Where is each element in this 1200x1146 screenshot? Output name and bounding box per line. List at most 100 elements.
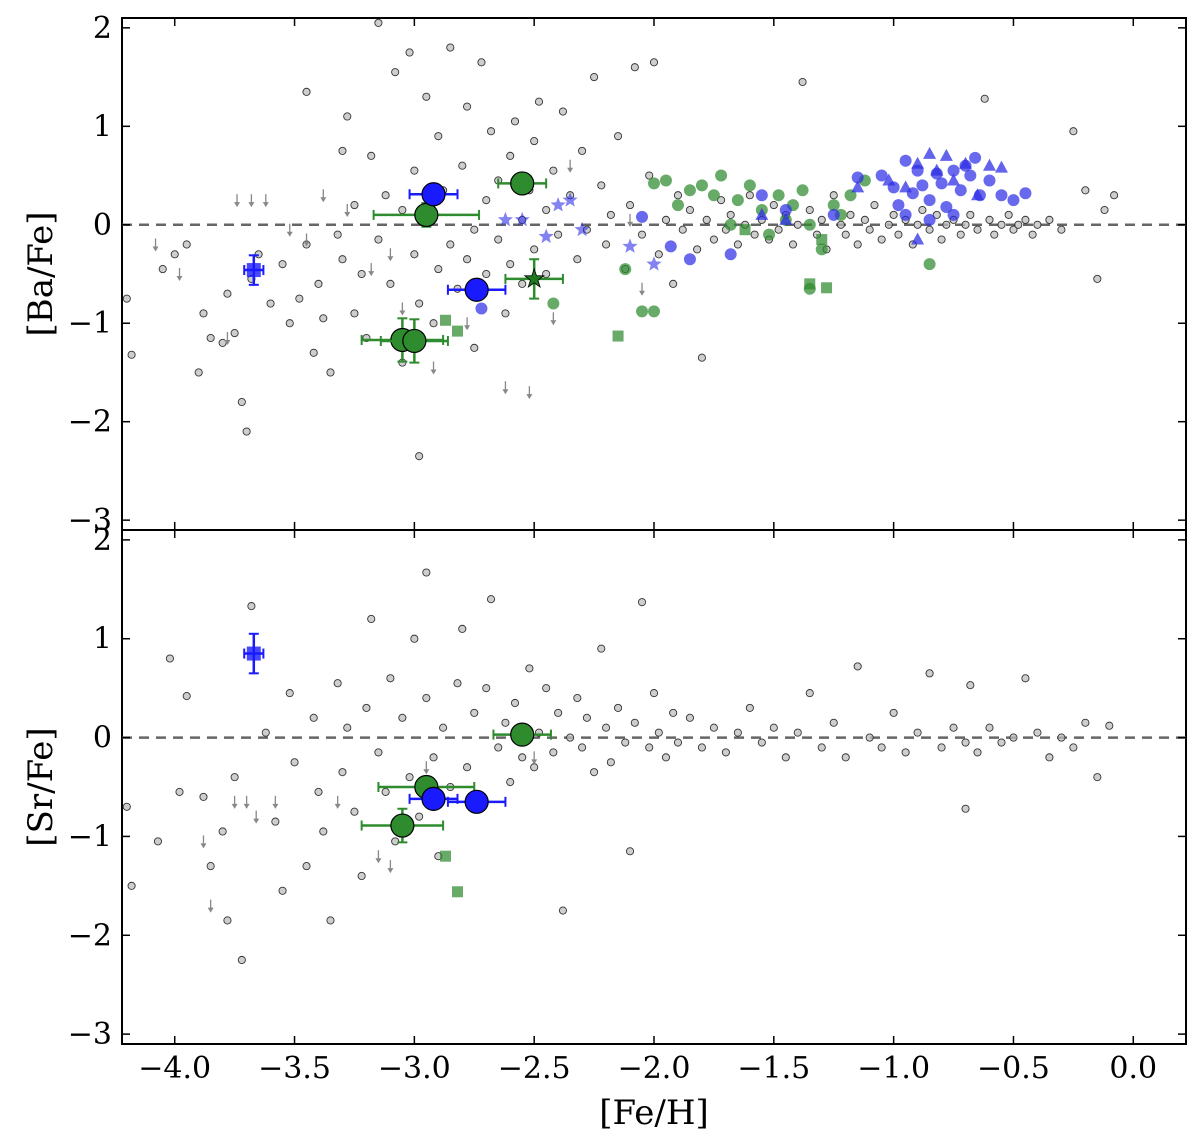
star-point-comparison	[302, 862, 311, 871]
star-point-comparison	[266, 299, 275, 308]
star-point-comparison	[582, 713, 591, 722]
upper-limit-arrow	[176, 268, 183, 281]
star-point-comparison	[542, 269, 551, 279]
triangle-point	[959, 156, 973, 169]
star-point-comparison	[278, 260, 287, 269]
star-point-comparison	[501, 309, 510, 318]
star-point-comparison	[295, 294, 304, 303]
star-point-literature	[683, 184, 696, 197]
star-point-comparison	[961, 804, 970, 813]
square-point	[451, 325, 463, 337]
star-point-literature	[983, 174, 996, 187]
star-point-comparison	[597, 644, 606, 653]
star-point-comparison	[309, 713, 318, 722]
y-tick-label: 1	[93, 109, 112, 144]
star-point-comparison	[1028, 230, 1037, 239]
star-marker-point	[538, 228, 554, 244]
star-point-comparison	[482, 269, 491, 279]
star-point-comparison	[925, 225, 934, 234]
star-point-comparison	[757, 738, 766, 747]
star-point-comparison	[870, 201, 879, 210]
square-point	[612, 330, 624, 342]
star-point-comparison	[422, 92, 431, 101]
program-star-star-marker	[523, 267, 545, 288]
star-point-comparison	[309, 348, 318, 357]
star-point-comparison	[566, 733, 575, 742]
star-point-comparison	[1057, 733, 1066, 742]
star-point-comparison	[1033, 220, 1042, 229]
star-point-literature	[763, 228, 776, 241]
star-point-comparison	[865, 733, 874, 742]
star-point-comparison	[415, 299, 424, 308]
star-point-comparison	[590, 73, 599, 82]
x-tick-label: −0.5	[977, 1051, 1050, 1086]
star-point-comparison	[1021, 215, 1030, 224]
star-point-comparison	[685, 205, 694, 215]
star-point-comparison	[733, 728, 742, 737]
star-point-comparison	[386, 674, 395, 683]
star-point-literature	[803, 218, 816, 231]
bottom-plot-frame	[121, 529, 1187, 1045]
star-point-comparison	[973, 225, 982, 234]
star-point-literature	[648, 177, 660, 190]
star-point-comparison	[549, 166, 558, 175]
upper-limit-arrow	[550, 312, 557, 326]
star-point-comparison	[637, 230, 647, 239]
x-tick-label: 0.0	[1109, 1051, 1157, 1086]
star-point-comparison	[558, 107, 567, 116]
program-star-marker	[510, 171, 535, 196]
bottom-ticks: −4.0 −3.5 −3.0 −2.5 −2.0 −1.5 −1.0 −0.5 0.0 2 1 0 −1…	[68, 523, 1186, 1086]
star-point-comparison	[242, 427, 251, 436]
y-tick-label: 1	[93, 622, 112, 657]
top-plot-frame	[121, 17, 1187, 531]
star-point-literature	[715, 169, 728, 182]
star-point-comparison	[319, 314, 328, 323]
star-point-comparison	[1081, 186, 1090, 195]
star-point-comparison	[1069, 743, 1078, 752]
star-point-comparison	[781, 753, 790, 762]
square-point	[440, 314, 452, 326]
upper-limit-arrow	[262, 194, 269, 208]
upper-limit-arrow	[502, 381, 509, 395]
star-point-comparison	[554, 230, 563, 239]
star-point-comparison	[122, 294, 131, 303]
upper-limit-arrow	[526, 386, 533, 400]
star-point-comparison	[578, 743, 587, 752]
triangle-point	[994, 160, 1008, 173]
upper-limit-head	[639, 290, 646, 296]
star-point-literature	[827, 199, 840, 212]
star-point-comparison	[637, 598, 647, 607]
upper-limit-arrow	[639, 282, 646, 296]
star-point-comparison	[745, 191, 754, 200]
star-point-literature	[923, 213, 936, 226]
star-point-comparison	[333, 679, 342, 688]
program-square-point	[243, 632, 265, 675]
star-point-comparison	[494, 235, 503, 244]
star-point-comparison	[805, 205, 814, 215]
star-point-comparison	[1110, 191, 1119, 200]
star-point-comparison	[182, 240, 191, 249]
upper-limit-head	[207, 907, 214, 913]
star-point-comparison	[606, 210, 615, 219]
star-point-comparison	[913, 728, 922, 737]
star-point-comparison	[709, 235, 718, 244]
star-point-comparison	[362, 703, 371, 712]
y-tick-label: −1	[68, 306, 112, 341]
upper-limit-head	[334, 803, 341, 809]
star-point-comparison	[367, 614, 376, 624]
bottom-y-axis-label: [Sr/Fe]	[21, 727, 61, 846]
star-point-literature	[964, 169, 977, 182]
y-tick-label: −2	[68, 405, 112, 440]
star-point-comparison	[463, 102, 472, 111]
star-point-comparison	[518, 279, 527, 288]
star-point-comparison	[1004, 210, 1013, 219]
star-point-comparison	[836, 220, 845, 229]
star-point-comparison	[374, 235, 383, 244]
star-point-comparison	[1045, 753, 1054, 762]
x-axis-label: [Fe/H]	[599, 1093, 709, 1133]
upper-limit-head	[262, 202, 269, 208]
star-point-literature	[683, 253, 696, 266]
star-point-comparison	[798, 77, 807, 87]
star-point-literature	[969, 151, 982, 164]
